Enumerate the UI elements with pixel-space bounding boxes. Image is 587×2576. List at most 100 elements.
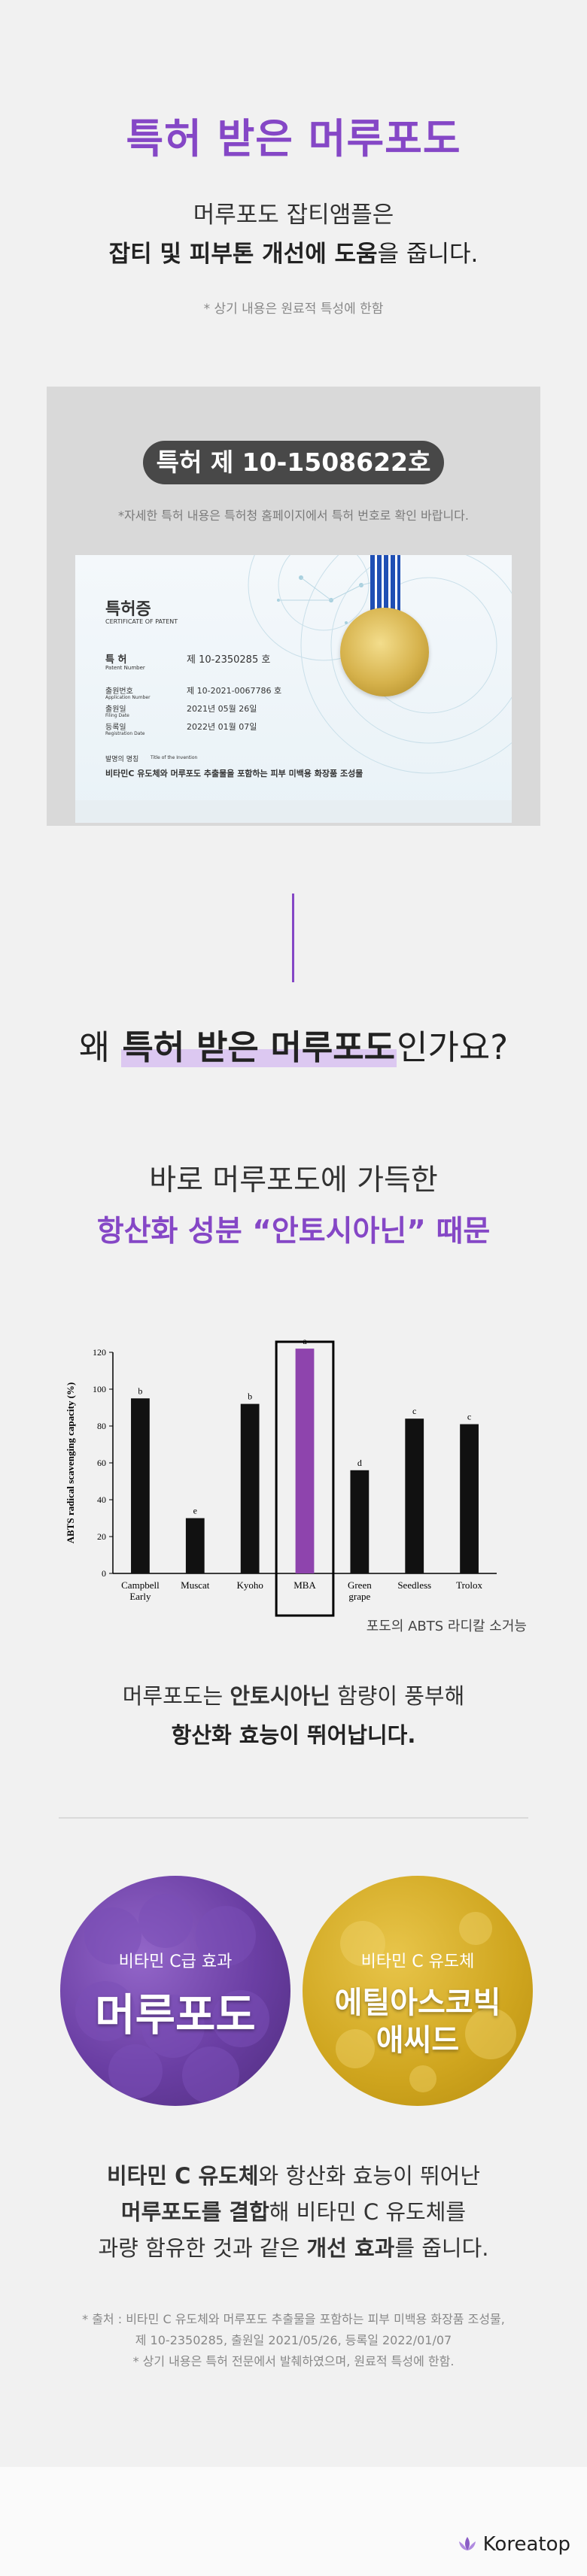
cert-row-value: 제 10-2350285 호: [187, 654, 271, 666]
significance-letter: a: [303, 1339, 307, 1346]
gold-circle-title-2: 애씨드: [376, 2023, 460, 2058]
cert-row-label: 등록일: [105, 724, 126, 732]
gold-circle-title-1: 에틸아스코빅: [334, 1986, 501, 2020]
intro-line-2: 잡티 및 피부톤 개선에 도움을 줍니다.: [0, 235, 587, 269]
source-line-1: * 출처 : 비타민 C 유도체와 머루포도 추출물을 포함하는 피부 미백용 …: [82, 2312, 505, 2326]
invention-label: 발명의 명칭: [105, 756, 139, 763]
y-tick-label: 40: [97, 1494, 106, 1505]
raw-material-note: * 상기 내용은 원료적 특성에 한함: [203, 302, 384, 317]
x-category-label: Early: [129, 1591, 151, 1602]
y-tick-label: 100: [93, 1384, 106, 1394]
desc-line-1: 머루포도는 안토시아닌 함량이 풍부해: [0, 1679, 587, 1710]
why-prefix: 왜: [78, 1027, 121, 1067]
meoru-grape-circle: 비타민 C급 효과 머루포도: [60, 1876, 290, 2106]
benefit-pre: 과량 함유한 것과 같은: [98, 2235, 307, 2261]
desc-post: 함량이 풍부해: [330, 1683, 465, 1709]
x-category-label: Green: [348, 1579, 372, 1591]
y-tick-label: 120: [93, 1347, 106, 1358]
benefit-line-2: 머루포도를 결합해 비타민 C 유도체를: [0, 2195, 587, 2226]
cert-row-value: 2022년 01월 07일: [187, 722, 257, 732]
y-tick-label: 60: [97, 1458, 106, 1468]
significance-letter: b: [248, 1391, 252, 1402]
chart-bar: [185, 1518, 205, 1573]
cert-row-label: 출원일: [105, 705, 126, 714]
chart-caption: 포도의 ABTS 라디칼 소거능: [366, 1619, 527, 1634]
significance-letter: c: [467, 1412, 471, 1422]
gold-seal-icon: [340, 608, 429, 696]
why-highlight: 특허 받은 머루포도: [120, 1027, 397, 1067]
chart-bar: [131, 1398, 150, 1573]
cert-row-label: 특 허: [105, 654, 127, 666]
desc-pre: 머루포도는: [122, 1683, 230, 1709]
x-category-label: Seedless: [397, 1579, 431, 1591]
page-title: 특허 받은 머루포도: [126, 115, 461, 162]
intro-rest: 을 줍니다.: [377, 241, 479, 268]
invention-label-en: Title of the Invention: [151, 755, 198, 760]
abts-chart: 0 20 40 60 80 100 120 ABTS radical scavenging c…: [65, 1339, 497, 1617]
y-tick-label: 0: [102, 1568, 106, 1579]
x-category-label: MBA: [294, 1579, 316, 1591]
gold-circle-label: 비타민 C 유도체: [360, 1952, 475, 1971]
footer: [0, 2467, 587, 2576]
patent-number-badge: 특허 제 10-1508622호: [143, 441, 444, 484]
x-category-label: Kyoho: [236, 1579, 263, 1591]
koreatop-logo[interactable]: Koreatop: [456, 2533, 570, 2556]
patent-certificate: 특허증 CERTIFICATE OF PATENT 특 허 Patent Num…: [75, 555, 512, 823]
why-heading: 왜 특허 받은 머루포도인가요?: [0, 1020, 587, 1069]
benefit-line-3: 과량 함유한 것과 같은 개선 효과를 줍니다.: [0, 2231, 587, 2262]
reason-line-1: 바로 머루포도에 가득한: [149, 1164, 438, 1197]
x-category-label: grape: [348, 1591, 370, 1602]
logo-text: Koreatop: [482, 2533, 570, 2556]
x-category-label: Campbell: [121, 1579, 160, 1591]
benefit-rest: 와 항산화 효능이 뛰어난: [258, 2163, 481, 2189]
benefit-bold: 머루포도를 결합: [120, 2199, 269, 2225]
desc-line-2: 항산화 효능이 뛰어납니다.: [171, 1722, 416, 1748]
significance-letter: d: [357, 1458, 362, 1468]
source-line-3: * 상기 내용은 특허 전문에서 발췌하였으며, 원료적 특성에 한함.: [132, 2354, 455, 2368]
reason-line-2: 항산화 성분 “안토시아닌” 때문: [96, 1215, 491, 1249]
cert-row-value: 2021년 05월 26일: [187, 704, 257, 714]
benefit-bold: 비타민 C 유도체: [106, 2163, 259, 2189]
chart-bar: [460, 1424, 479, 1573]
desc-bold: 안토시아닌: [230, 1683, 330, 1709]
benefit-rest: 해 비타민 C 유도체를: [269, 2199, 467, 2225]
cert-row-label-en: Patent Number: [105, 665, 145, 671]
significance-letter: b: [138, 1385, 142, 1396]
y-tick-label: 80: [97, 1421, 106, 1431]
chart-bar: [405, 1418, 424, 1573]
lotus-icon: [458, 2537, 476, 2550]
cert-row-label-en: Registration Date: [105, 731, 145, 736]
purple-circle-title: 머루포도: [95, 1989, 256, 2040]
section-divider: [59, 1817, 528, 1819]
certificate-background: [75, 555, 512, 823]
benefit-line-1: 비타민 C 유도체와 항산화 효능이 뛰어난: [0, 2159, 587, 2190]
x-category-label: Trolox: [456, 1579, 482, 1591]
significance-letter: c: [412, 1406, 416, 1416]
y-axis-label: ABTS radical scavenging capacity (%): [65, 1382, 76, 1544]
significance-letter: e: [193, 1506, 197, 1516]
vertical-divider: [292, 894, 294, 982]
cert-row-label: 출원번호: [105, 687, 133, 696]
ethyl-ascorbic-circle: 비타민 C 유도체 에틸아스코빅 애씨드: [303, 1876, 533, 2106]
source-line-2: 제 10-2350285, 출원일 2021/05/26, 등록일 2022/0…: [135, 2333, 452, 2347]
purple-circle-label: 비타민 C급 효과: [118, 1952, 233, 1971]
x-category-label: Muscat: [181, 1579, 210, 1591]
mba-highlight-frame: [275, 1340, 335, 1617]
intro-line-1: 머루포도 잡티앰플은: [193, 202, 394, 229]
cert-row-label-en: Application Number: [105, 695, 151, 700]
chart-bar: [295, 1349, 315, 1573]
gold-texture: [336, 1912, 516, 2092]
y-tick-label: 20: [97, 1531, 106, 1542]
cert-row-value: 제 10-2021-0067786 호: [187, 686, 282, 696]
benefit-bold: 개선 효과: [306, 2235, 395, 2261]
cert-row-label-en: Filing Date: [105, 713, 129, 718]
invention-title: 비타민C 유도체와 머루포도 추출물을 포함하는 피부 미백용 화장품 조성물: [105, 769, 363, 778]
benefit-post: 를 줍니다.: [394, 2235, 489, 2261]
certificate-title: 특허증: [105, 600, 151, 619]
why-suffix: 인가요?: [397, 1027, 509, 1067]
patent-note: *자세한 특허 내용은 특허청 홈페이지에서 특허 번호로 확인 바랍니다.: [118, 508, 469, 523]
certificate-subtitle: CERTIFICATE OF PATENT: [105, 618, 178, 625]
intro-highlight: 잡티 및 피부톤 개선에 도움: [108, 241, 378, 268]
chart-bar: [240, 1403, 260, 1573]
grape-texture: [75, 1894, 269, 2104]
